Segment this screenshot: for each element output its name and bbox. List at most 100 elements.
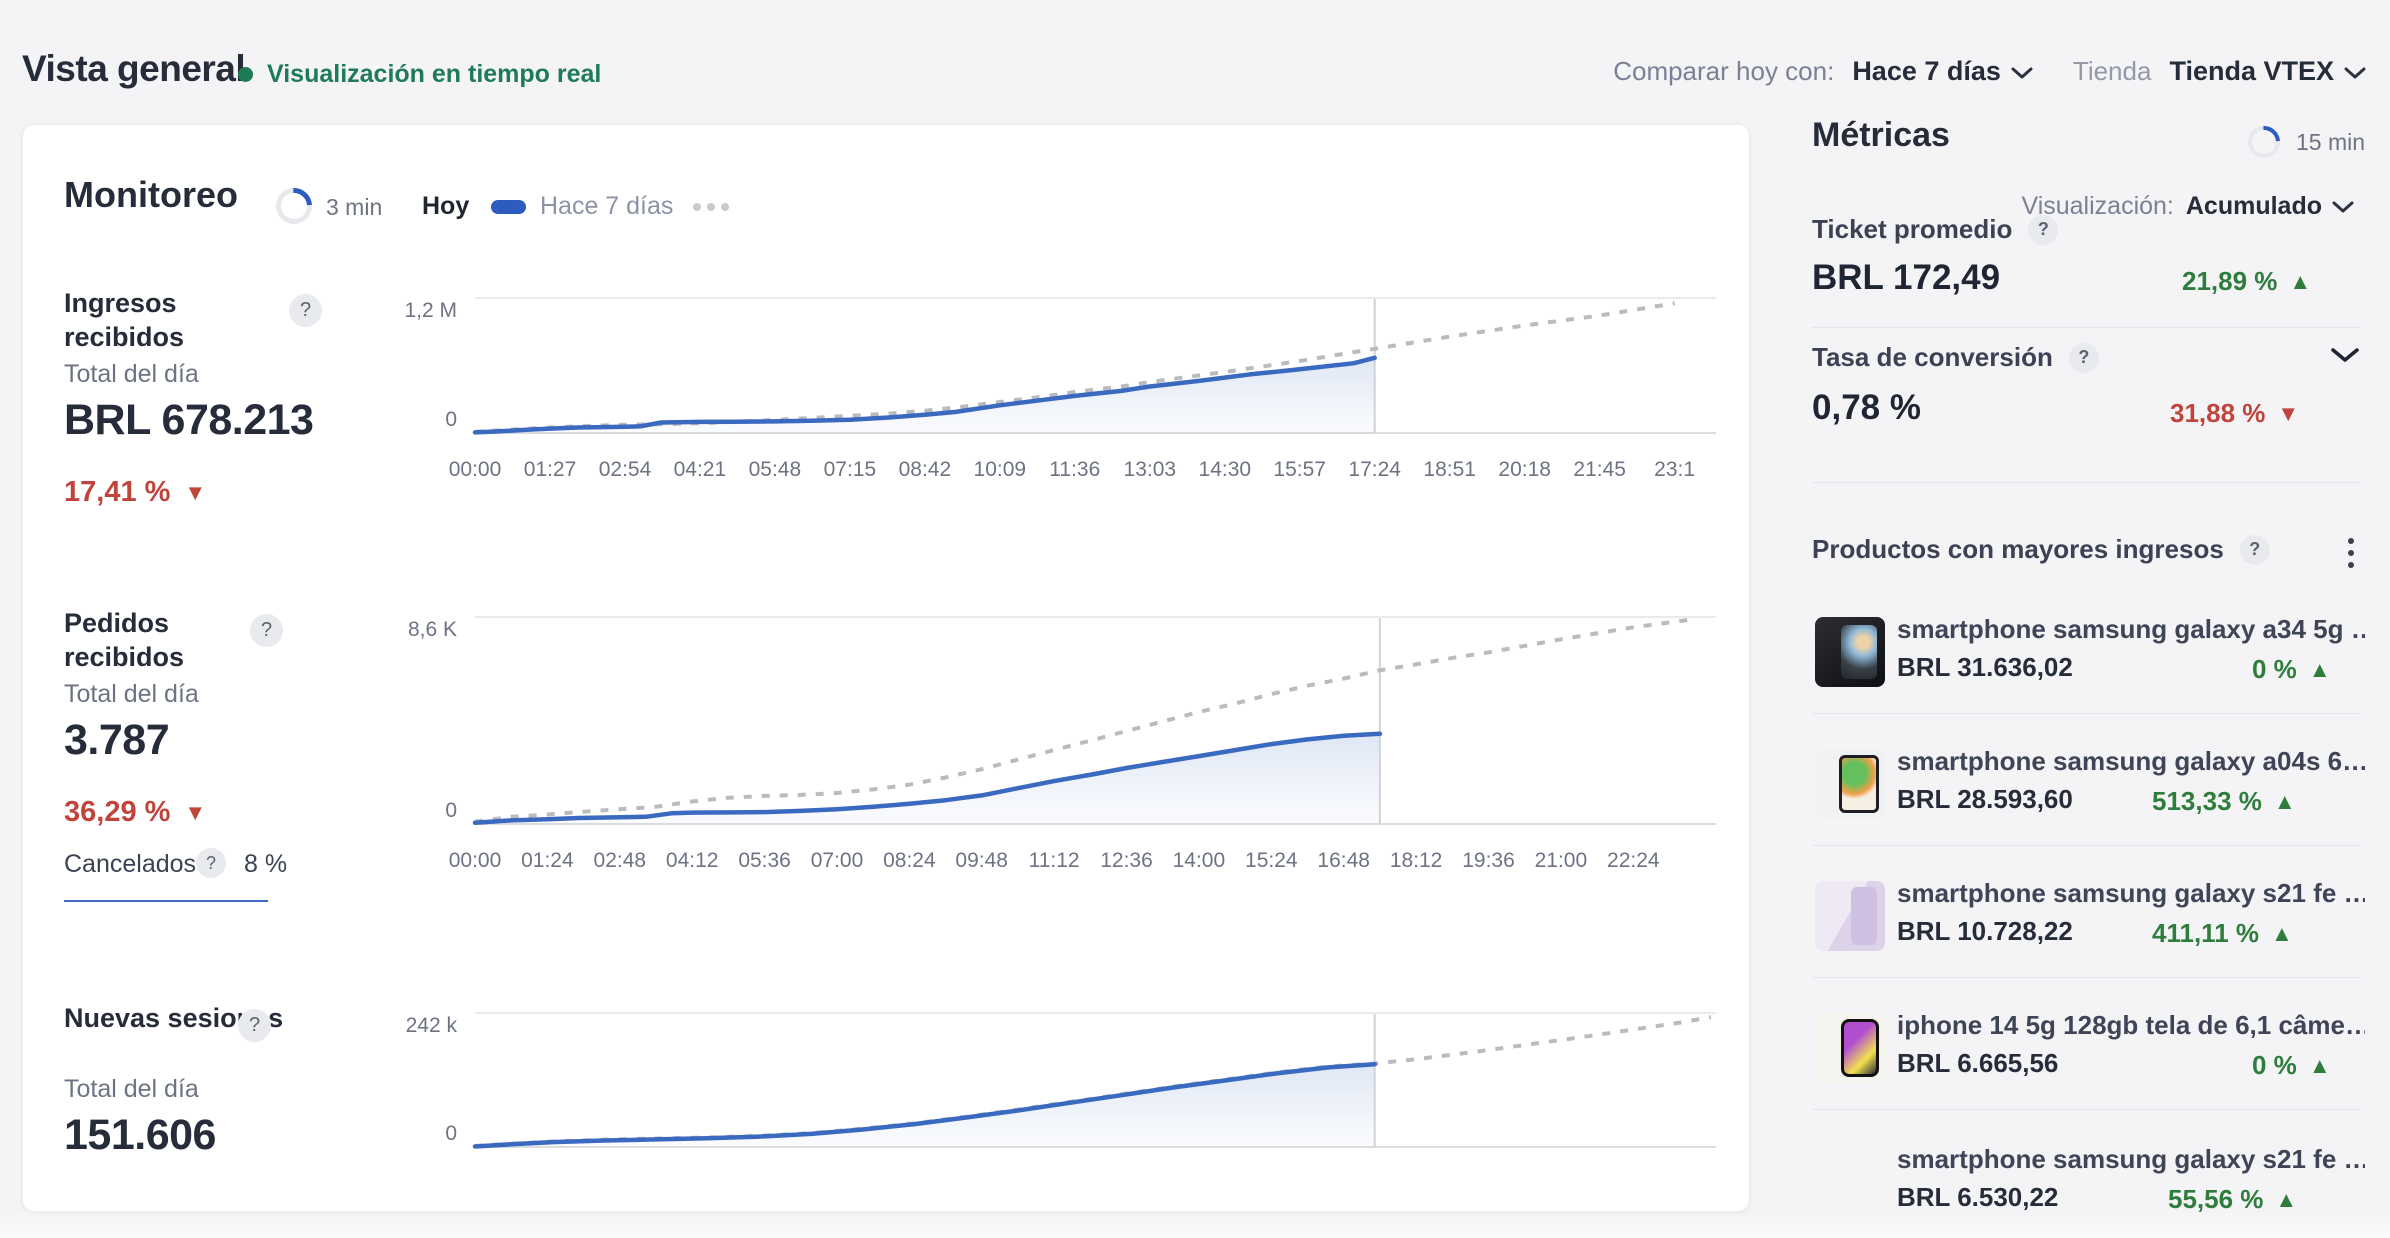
triangle-up-icon: ▲ [2309, 659, 2331, 681]
product-name: iphone 14 5g 128gb tela de 6,1 câme… [1897, 1010, 2365, 1041]
triangle-down-icon: ▼ [2277, 403, 2299, 425]
help-icon[interactable] [2069, 343, 2099, 373]
x-axis-tick-label: 13:03 [1124, 458, 1177, 482]
x-axis-tick-label: 00:00 [449, 849, 502, 873]
store-dropdown[interactable]: Tienda VTEX [2169, 56, 2366, 87]
orders-value: 3.787 [64, 716, 169, 765]
product-revenue: BRL 6.665,56 [1897, 1048, 2058, 1079]
product-revenue: BRL 31.636,02 [1897, 652, 2073, 683]
x-axis-tick-label: 14:30 [1199, 458, 1252, 482]
sessions-subtitle: Total del día [64, 1075, 199, 1104]
legend-today-label: Hoy [422, 192, 469, 221]
orders-delta: 36,29 % ▼ [64, 796, 206, 829]
help-icon[interactable] [2028, 215, 2058, 245]
triangle-up-icon: ▲ [2275, 1189, 2297, 1211]
revenue-delta: 17,41 % ▼ [64, 476, 206, 509]
y-axis-min-label: 0 [445, 799, 457, 823]
overview-page: Vista general Visualización en tiempo re… [0, 0, 2390, 1238]
triangle-up-icon: ▲ [2271, 923, 2293, 945]
revenue-title: Ingresos recibidos [64, 286, 289, 354]
product-delta-value: 513,33 % [2152, 786, 2262, 817]
divider [1812, 327, 2360, 328]
orders-subtitle: Total del día [64, 680, 199, 709]
compare-value: Hace 7 días [1852, 56, 2001, 87]
conversion-delta: 31,88 % ▼ [2170, 398, 2299, 429]
y-axis-max-label: 1,2 M [404, 299, 457, 323]
product-thumbnail [1815, 1013, 1885, 1083]
x-axis-tick-label: 08:42 [899, 458, 952, 482]
x-axis-tick-label: 08:24 [883, 849, 936, 873]
product-thumbnail [1815, 881, 1885, 951]
help-icon[interactable] [2240, 535, 2270, 565]
legend-compare-label: Hace 7 días [540, 192, 673, 221]
legend-today-toggle[interactable]: Hoy [422, 192, 526, 221]
revenue-chart[interactable]: 1,2 M000:0001:2702:5404:2105:4807:1508:4… [475, 297, 1716, 434]
product-revenue: BRL 6.530,22 [1897, 1182, 2058, 1213]
x-axis-tick-label: 09:48 [955, 849, 1008, 873]
revenue-delta-value: 17,41 % [64, 476, 170, 509]
help-icon[interactable] [196, 848, 226, 878]
compare-label: Comparar hoy con: [1613, 56, 1834, 87]
live-label: Visualización en tiempo real [267, 60, 601, 89]
live-dot-icon [238, 67, 253, 82]
live-indicator: Visualización en tiempo real [238, 60, 601, 89]
x-axis-tick-label: 15:57 [1273, 458, 1326, 482]
store-label: Tienda [2073, 56, 2152, 87]
divider [1812, 1109, 2360, 1110]
legend-compare-toggle[interactable]: Hace 7 días [540, 192, 729, 221]
revenue-value: BRL 678.213 [64, 396, 313, 445]
x-axis-tick-label: 12:36 [1100, 849, 1153, 873]
product-revenue: BRL 10.728,22 [1897, 916, 2073, 947]
x-axis-tick-label: 11:12 [1029, 849, 1080, 873]
x-axis-tick-label: 11:36 [1049, 458, 1100, 482]
x-axis-tick-label: 16:48 [1317, 849, 1370, 873]
chevron-down-icon [2332, 192, 2354, 221]
triangle-up-icon: ▲ [2274, 791, 2296, 813]
conversion-label-row: Tasa de conversión [1812, 342, 2099, 373]
chevron-down-icon [2011, 56, 2033, 87]
x-axis-tick-label: 18:51 [1423, 458, 1476, 482]
ticket-delta-value: 21,89 % [2182, 266, 2277, 297]
products-title-row: Productos con mayores ingresos [1812, 534, 2270, 565]
orders-chart[interactable]: 8,6 K000:0001:2402:4804:1205:3607:0008:2… [475, 616, 1716, 825]
view-value: Acumulado [2186, 192, 2322, 221]
metrics-title: Métricas [1812, 116, 1950, 155]
triangle-up-icon: ▲ [2309, 1055, 2331, 1077]
product-delta-value: 0 % [2252, 1050, 2297, 1081]
revenue-subtitle: Total del día [64, 360, 199, 389]
x-axis-tick-label: 15:24 [1245, 849, 1298, 873]
orders-delta-value: 36,29 % [64, 796, 170, 829]
refresh-interval: 3 min [326, 194, 382, 221]
x-axis-tick-label: 04:21 [674, 458, 727, 482]
y-axis-max-label: 242 k [406, 1014, 457, 1038]
divider [1812, 713, 2360, 714]
product-delta: 0 % ▲ [2252, 1050, 2331, 1081]
x-axis-tick-label: 18:12 [1390, 849, 1443, 873]
product-delta-value: 411,11 % [2152, 918, 2259, 949]
y-axis-max-label: 8,6 K [408, 618, 457, 642]
cancelled-value: 8 % [244, 850, 287, 879]
ticket-value: BRL 172,49 [1812, 258, 2000, 298]
view-selector: Visualización: Acumulado [2021, 192, 2354, 221]
help-icon[interactable] [289, 294, 322, 327]
y-axis-min-label: 0 [445, 408, 457, 432]
x-axis-tick-label: 02:48 [594, 849, 647, 873]
conversion-delta-value: 31,88 % [2170, 398, 2265, 429]
triangle-up-icon: ▲ [2289, 271, 2311, 293]
x-axis-tick-label: 10:09 [974, 458, 1027, 482]
collapse-chevron-icon[interactable] [2330, 346, 2360, 369]
compare-dropdown[interactable]: Hace 7 días [1852, 56, 2033, 87]
divider [1812, 845, 2360, 846]
help-icon[interactable] [238, 1009, 271, 1042]
kebab-menu-icon[interactable] [2344, 534, 2358, 572]
x-axis-tick-label: 05:48 [749, 458, 802, 482]
chevron-down-icon [2344, 56, 2366, 87]
topbar-controls: Comparar hoy con: Hace 7 días Tienda Tie… [1613, 56, 2366, 87]
help-icon[interactable] [250, 614, 283, 647]
monitoring-title: Monitoreo [64, 174, 238, 216]
x-axis-tick-label: 23:1 [1654, 458, 1695, 482]
x-axis-tick-label: 02:54 [599, 458, 652, 482]
sessions-chart[interactable]: 242 k0 [475, 1012, 1716, 1148]
view-dropdown[interactable]: Acumulado [2186, 192, 2354, 221]
sessions-value: 151.606 [64, 1111, 216, 1160]
